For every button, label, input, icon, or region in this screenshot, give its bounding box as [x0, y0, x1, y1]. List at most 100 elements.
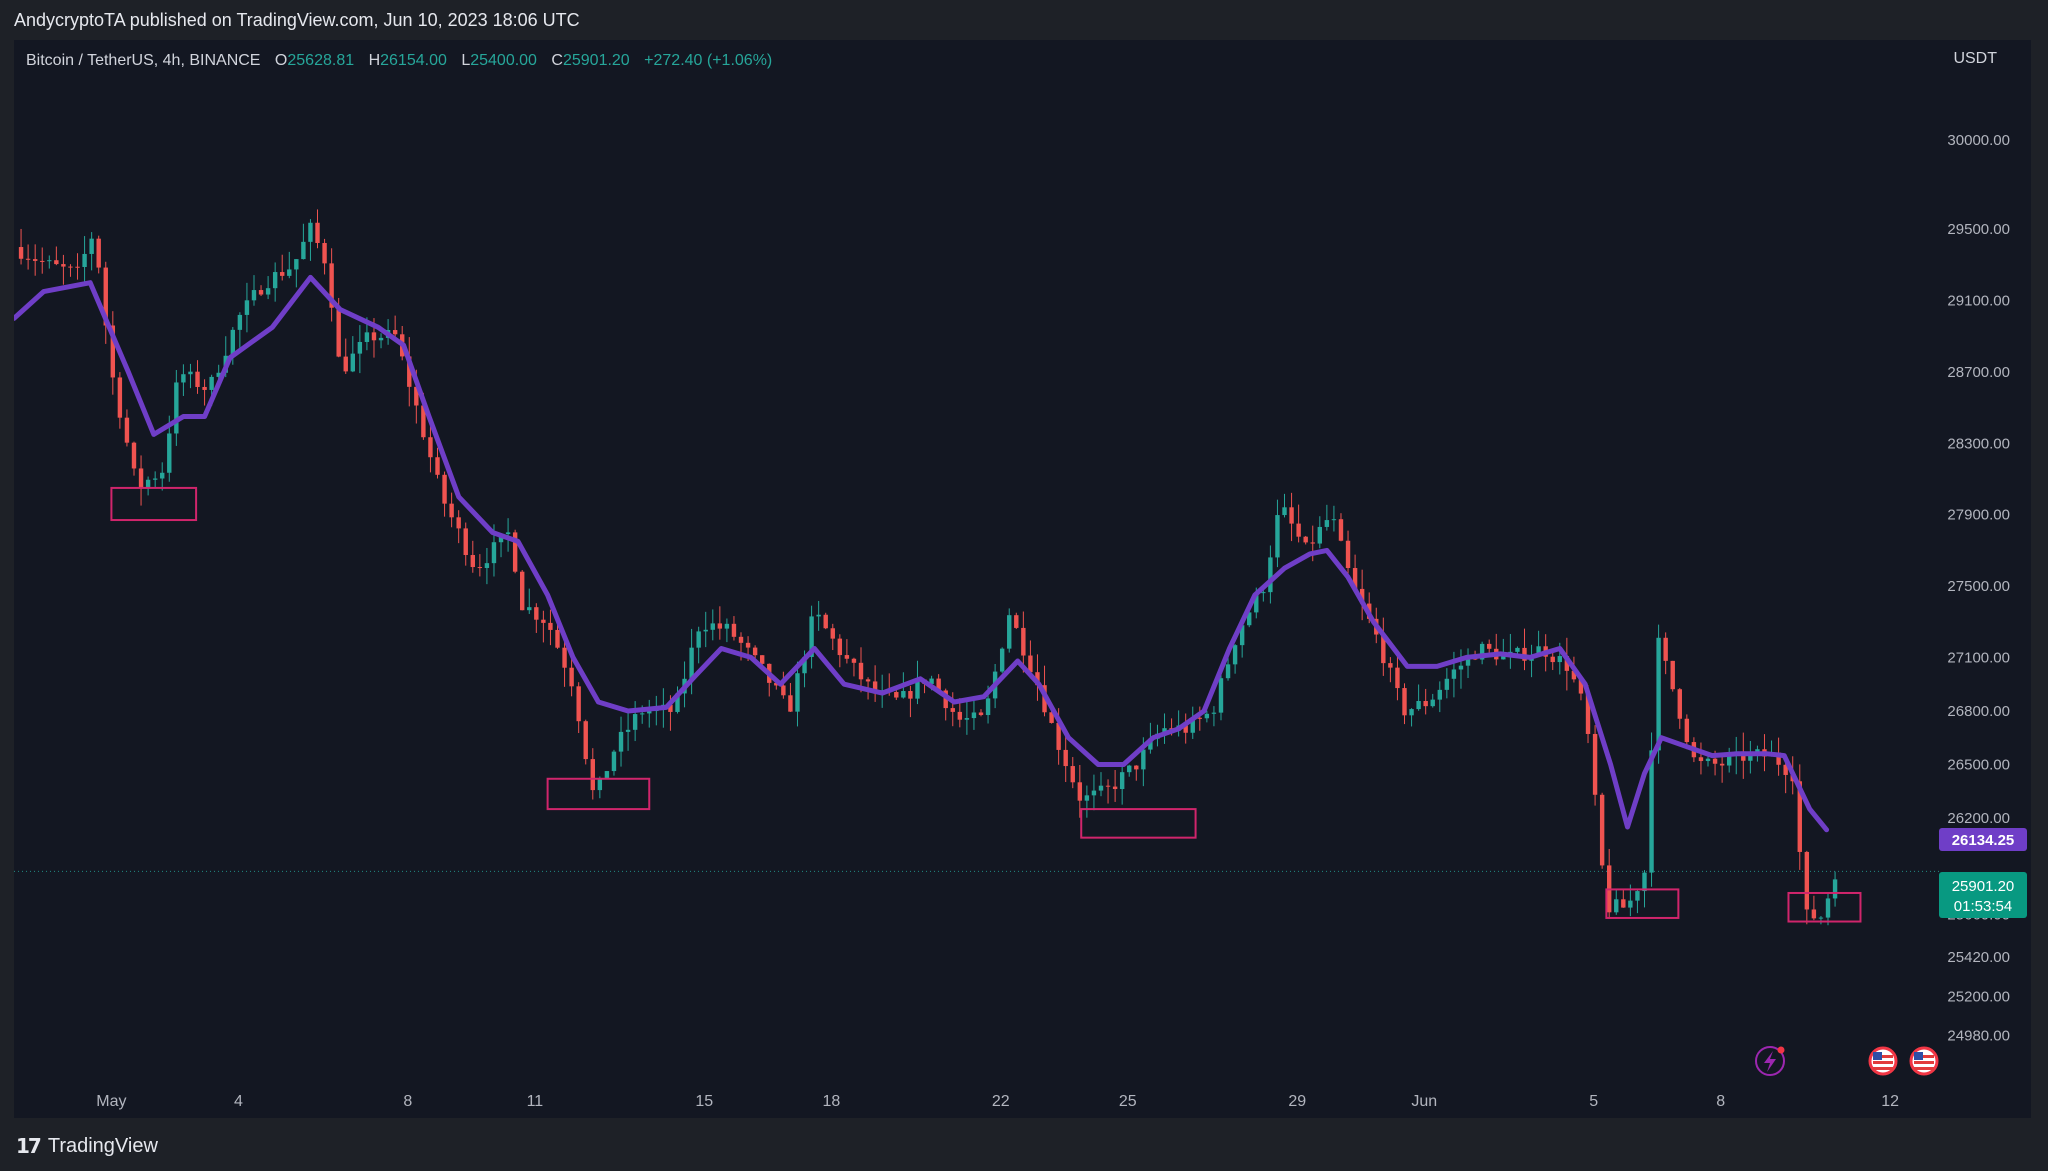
candle-177 — [1268, 545, 1273, 604]
candle-70 — [512, 529, 518, 574]
open-label: O — [274, 52, 288, 69]
candle-58 — [428, 426, 433, 473]
candle-body — [1783, 764, 1788, 775]
candle-body — [1310, 542, 1315, 544]
candle-193 — [1381, 617, 1386, 676]
candle-241 — [1719, 752, 1725, 783]
candle-body — [1444, 678, 1450, 690]
candle-200 — [1430, 693, 1435, 708]
candle-body — [110, 325, 116, 378]
candle-38 — [287, 251, 292, 279]
candle-96 — [696, 626, 701, 664]
candle-207 — [1479, 641, 1485, 665]
candle-body — [943, 690, 948, 709]
candle-body — [1776, 752, 1781, 765]
candle-body — [470, 555, 475, 568]
candle-3 — [40, 247, 45, 274]
candle-body — [936, 678, 941, 691]
price-tags: 26134.25 25901.20 01:53:54 — [1939, 828, 2027, 918]
us-flag-event-icon[interactable] — [1868, 1046, 1898, 1076]
candle-body — [520, 571, 525, 611]
y-axis[interactable]: 30000.00 29500.00 29100.00 28700.00 28300.00… — [1947, 132, 2010, 1045]
countdown-text: 01:53:54 — [1954, 898, 2012, 915]
x-axis[interactable]: May 4 8 11 15 18 22 25 29 Jun 5 8 12 — [96, 1093, 1899, 1110]
candle-body — [449, 503, 454, 518]
candle-10 — [89, 232, 94, 271]
candle-body — [251, 290, 257, 301]
tradingview-logo-icon: 17 — [16, 1134, 42, 1158]
candle-182 — [1303, 535, 1308, 545]
candle-body — [1232, 645, 1238, 665]
candle-body — [1275, 515, 1280, 558]
candle-body — [795, 673, 800, 712]
candle-body — [47, 260, 52, 262]
candle-body — [872, 681, 878, 694]
candle-body — [1021, 627, 1026, 656]
candle-body — [181, 374, 186, 383]
candle-body — [1430, 699, 1435, 707]
candle-body — [1635, 891, 1640, 901]
candle-12 — [103, 261, 108, 344]
candle-body — [1204, 713, 1210, 719]
candle-body — [103, 267, 108, 326]
candle-body — [244, 300, 250, 315]
candle-body — [75, 266, 80, 268]
candle-72 — [527, 588, 532, 614]
symbol-legend[interactable]: Bitcoin / TetherUS, 4h, BINANCE O25628.8… — [26, 52, 772, 70]
candle-body — [999, 648, 1005, 672]
y-tick-label-9: 26500.00 — [1947, 756, 2010, 773]
candle-body — [745, 642, 751, 648]
candle-189 — [1352, 554, 1358, 590]
price-chart[interactable]: 30000.00 29500.00 29100.00 28700.00 28300.00… — [14, 40, 2031, 1118]
currency-label[interactable]: USDT — [1953, 50, 1997, 67]
candle-body — [830, 628, 835, 639]
candle-body — [421, 405, 426, 438]
candle-81 — [590, 748, 595, 800]
candle-body — [647, 711, 652, 714]
candle-180 — [1289, 492, 1294, 542]
high-label: H — [368, 52, 381, 69]
candle-14 — [117, 372, 123, 429]
support-box-3 — [1605, 888, 1680, 919]
candle-242 — [1726, 747, 1732, 773]
candle-body — [915, 679, 920, 699]
candle-body — [1670, 660, 1675, 690]
candle-198 — [1416, 684, 1421, 711]
candle-35 — [265, 276, 271, 300]
candle-body — [527, 607, 532, 611]
candle-39 — [294, 259, 299, 288]
candle-body — [625, 729, 631, 732]
candle-214 — [1529, 644, 1534, 678]
candle-body — [491, 542, 497, 564]
lightning-icon[interactable] — [1755, 1046, 1785, 1076]
us-flag-event-icon-2[interactable] — [1909, 1046, 1939, 1076]
candle-body — [287, 269, 292, 276]
candle-36 — [272, 262, 278, 302]
candle-217 — [1550, 651, 1555, 671]
tradingview-brand[interactable]: 17 TradingView — [16, 1134, 158, 1158]
candle-body — [329, 263, 334, 308]
candle-body — [823, 614, 828, 629]
candle-body — [774, 682, 779, 686]
candle-139 — [999, 647, 1005, 674]
candle-136 — [978, 709, 984, 717]
candle-body — [1049, 712, 1054, 723]
candle-body — [1628, 900, 1633, 908]
y-tick-label-13: 25200.00 — [1947, 988, 2010, 1005]
candle-124 — [894, 688, 899, 700]
candle-0 — [18, 228, 24, 265]
candle-235 — [1677, 688, 1682, 729]
candle-body — [1564, 656, 1570, 671]
candle-body — [216, 372, 221, 377]
chart-frame[interactable]: 30000.00 29500.00 29100.00 28700.00 28300.00… — [14, 40, 2031, 1118]
candle-body — [1649, 750, 1654, 873]
candle-80 — [583, 719, 588, 765]
symbol-name[interactable]: Bitcoin / TetherUS, 4h, BINANCE — [26, 52, 261, 69]
candle-body — [971, 712, 977, 719]
candle-162 — [1162, 713, 1167, 744]
candle-44 — [329, 248, 334, 322]
candle-13 — [110, 311, 116, 395]
candle-142 — [1021, 611, 1026, 673]
candle-body — [1105, 785, 1111, 787]
candle-body — [597, 777, 603, 791]
